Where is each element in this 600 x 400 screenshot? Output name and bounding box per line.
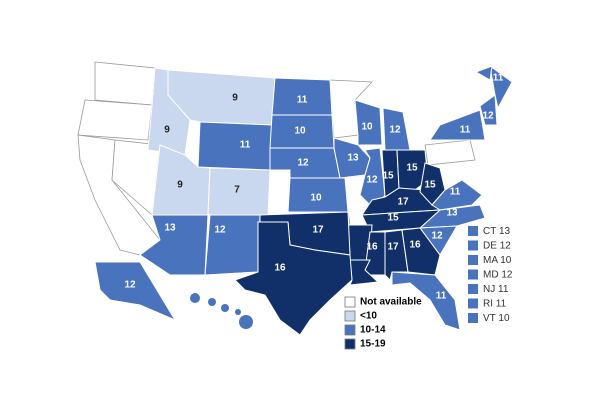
state-value: 12 [389,125,401,136]
state-value: 16 [409,240,421,251]
state-value: 12 [242,333,254,344]
state-value: 9 [177,180,183,191]
state [190,293,200,303]
state [401,227,441,276]
state-unavailable [77,99,153,141]
state-value: 11 [297,95,308,106]
state-value: 13 [164,223,176,234]
small-state-swatch [468,298,478,309]
state-value: 12 [500,240,512,251]
state-value: 13 [347,153,359,164]
state-value: 12 [431,231,443,242]
state-value: 10 [361,122,373,133]
small-state-swatch [468,313,478,323]
state-value: 15 [387,213,399,224]
small-state-label: DE 12 [483,240,511,251]
legend-swatch [344,338,356,350]
small-state-label: VT 10 [483,313,510,324]
state-value: 11 [493,73,504,84]
state-value: 15 [382,171,394,182]
state-value: 12 [366,175,378,186]
state-value: 12 [482,111,494,122]
state [489,64,513,110]
state-value: 9 [232,93,238,104]
state [391,271,461,331]
state-value: 16 [366,242,378,253]
state-value: 13 [499,226,511,237]
state [235,309,241,315]
legend-label: 15-19 [360,339,386,350]
state-value: 17 [387,242,399,253]
state-value: 11 [496,298,507,309]
legend-swatch [344,310,356,322]
state-value: 11 [450,187,461,198]
state-value: 11 [436,291,447,302]
state-abbr: MD [483,269,499,280]
legend-label: Not available [360,297,422,308]
state-value: 10 [294,126,306,137]
state [429,109,486,141]
state-value: 10 [498,313,510,324]
state [197,121,273,171]
small-state-label: RI 11 [483,298,507,309]
state [204,214,261,276]
state-value: 10 [310,193,322,204]
state [234,221,353,336]
state-value: 11 [498,284,509,295]
state-abbr: CT [483,226,496,237]
state-value: 12 [124,280,136,291]
state-abbr: DE [483,240,497,251]
state-abbr: VT [483,313,496,324]
state [479,94,498,126]
state-value: 15 [406,163,418,174]
small-state-swatch [468,284,478,294]
state-value: 11 [240,140,251,151]
legend-swatch [344,324,356,336]
state-value: 16 [274,263,286,274]
state-value: 12 [214,225,226,236]
state [354,99,383,146]
state-unavailable [94,61,156,106]
state-value: 15 [424,180,436,191]
state-abbr: MA [483,255,498,266]
state-value: 10 [500,255,512,266]
legend-label: <10 [360,311,377,322]
state [221,304,229,312]
state [359,147,386,211]
state-value: 12 [297,158,309,169]
state-abbr: RI [483,298,493,309]
small-state-swatch [468,255,478,265]
state-value: 11 [460,125,471,136]
small-state-swatch [468,269,478,280]
small-state-label: MA 10 [483,255,512,266]
small-state-label: MD 12 [483,269,513,280]
state-value: 12 [501,269,513,280]
state [239,315,253,329]
state-value: 13 [446,208,458,219]
state [208,298,216,306]
state-abbr: NJ [483,284,495,295]
state-value: 17 [397,197,409,208]
small-state-swatch [468,240,478,251]
legend-label: 10-14 [360,325,386,336]
state-unavailable [424,139,476,166]
state [139,214,209,276]
state-value: 9 [164,125,170,136]
state [94,261,177,322]
state [474,65,493,81]
small-state-swatch [468,226,478,236]
legend-swatch [344,296,356,308]
small-state-label: CT 13 [483,226,510,237]
state-value: 7 [234,185,240,196]
state [147,67,191,156]
small-state-label: NJ 11 [483,284,509,295]
state-value: 17 [312,225,324,236]
